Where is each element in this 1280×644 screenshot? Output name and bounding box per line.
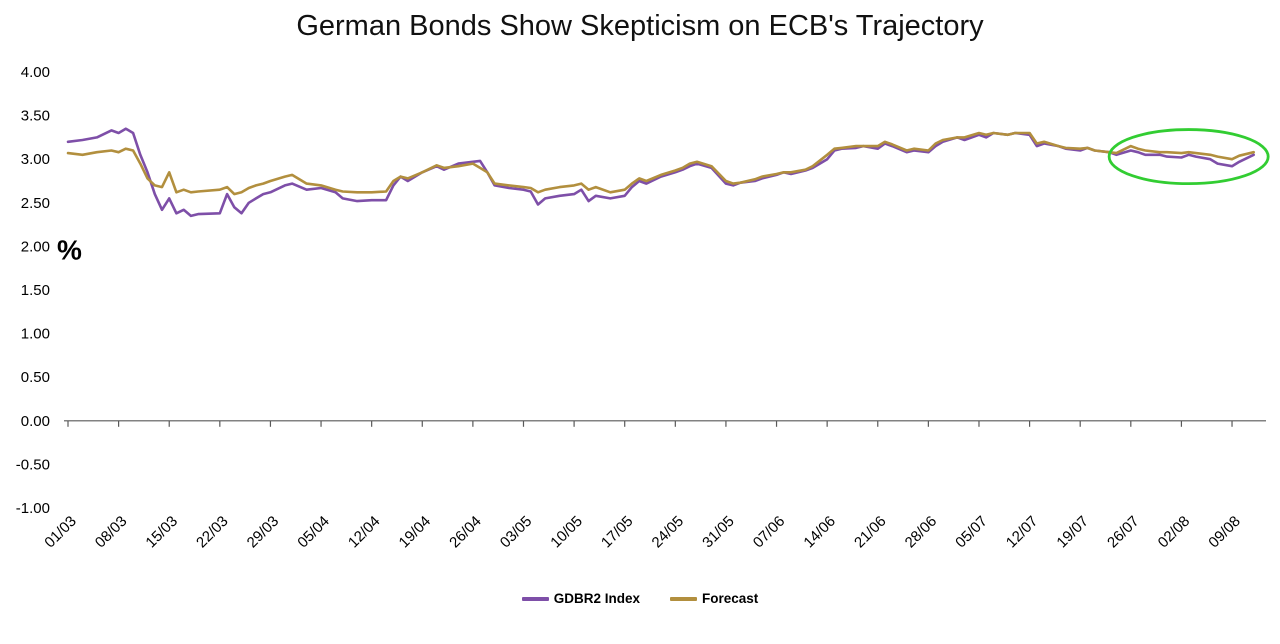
legend-label: Forecast: [702, 591, 759, 606]
x-tick-label: 14/06: [800, 513, 839, 552]
y-tick-label: 3.00: [21, 151, 50, 168]
y-tick-label: 2.50: [21, 195, 50, 212]
x-tick-label: 05/07: [952, 513, 991, 552]
x-tick-label: 12/04: [345, 513, 384, 552]
x-tick-label: 24/05: [649, 513, 688, 552]
x-tick-label: 15/03: [142, 513, 181, 552]
highlight-ellipse: [1107, 128, 1270, 186]
y-tick-label: -1.00: [16, 500, 50, 517]
legend-swatch: [670, 596, 697, 601]
x-tick-label: 05/04: [294, 513, 333, 552]
y-tick-label: 1.00: [21, 326, 50, 343]
x-tick-label: 22/03: [193, 513, 232, 552]
y-tick-label: 2.00: [21, 238, 50, 255]
y-axis-percent-label: %: [57, 234, 82, 265]
x-tick-label: 21/06: [851, 513, 890, 552]
series-line-forecast: [66, 131, 1255, 196]
x-tick-label: 01/03: [41, 513, 80, 552]
x-tick-label: 09/08: [1205, 513, 1244, 552]
x-tick-label: 26/07: [1104, 513, 1143, 552]
y-tick-label: 0.50: [21, 369, 50, 386]
x-tick-label: 07/06: [750, 513, 789, 552]
x-tick-label: 02/08: [1155, 513, 1194, 552]
x-tick-label: 08/03: [92, 513, 131, 552]
legend-item-forecast: Forecast: [670, 591, 758, 606]
series-line-gdbr2-index: [66, 127, 1255, 218]
y-tick-label: -0.50: [16, 456, 50, 473]
y-tick-label: 3.50: [21, 108, 50, 125]
x-tick-label: 12/07: [1003, 513, 1042, 552]
x-tick-label: 28/06: [902, 513, 941, 552]
y-tick-label: 4.00: [21, 64, 50, 81]
legend-item-gdbr2-index: GDBR2 Index: [521, 591, 640, 606]
x-tick-label: 17/05: [598, 513, 637, 552]
x-tick-label: 26/04: [446, 513, 485, 552]
x-tick-label: 03/05: [497, 513, 536, 552]
y-tick-label: 1.50: [21, 282, 50, 299]
legend-swatch: [521, 596, 549, 601]
legend-label: GDBR2 Index: [553, 591, 640, 606]
x-tick-label: 31/05: [699, 513, 738, 552]
legend: GDBR2 Index Forecast: [0, 591, 1280, 606]
x-tick-label: 29/03: [244, 513, 283, 552]
x-tick-label: 19/07: [1053, 513, 1092, 552]
x-tick-label: 19/04: [396, 513, 435, 552]
y-tick-label: 0.00: [21, 413, 50, 430]
chart-title: German Bonds Show Skepticism on ECB's Tr…: [296, 10, 984, 42]
x-tick-label: 10/05: [547, 513, 586, 552]
